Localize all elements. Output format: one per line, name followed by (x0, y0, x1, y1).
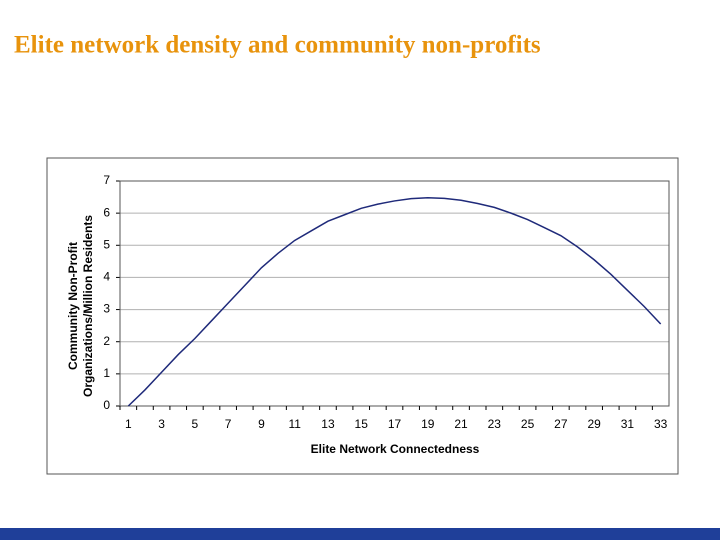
x-tick-label: 25 (521, 417, 535, 431)
chart-frame (46, 157, 679, 475)
x-tick-label: 27 (554, 417, 568, 431)
y-tick-label: 3 (103, 302, 110, 316)
footer-bar (0, 528, 720, 540)
y-tick-label: 6 (103, 205, 110, 219)
x-tick-label: 17 (388, 417, 402, 431)
x-tick-label: 1 (125, 417, 132, 431)
x-tick-label: 15 (355, 417, 369, 431)
x-tick-label: 19 (421, 417, 435, 431)
slide-title: Elite network density and community non-… (14, 32, 541, 59)
x-tick-label: 7 (225, 417, 232, 431)
x-tick-label: 3 (158, 417, 165, 431)
y-tick-label: 4 (103, 270, 110, 284)
x-tick-label: 31 (621, 417, 635, 431)
y-axis-label: Community Non-Profit (66, 242, 80, 370)
y-tick-label: 2 (103, 334, 110, 348)
y-axis-label: Organizations/Million Residents (81, 215, 95, 397)
x-tick-label: 9 (258, 417, 265, 431)
x-tick-label: 5 (192, 417, 199, 431)
y-tick-label: 0 (103, 398, 110, 412)
x-tick-label: 11 (288, 417, 301, 431)
x-tick-label: 23 (488, 417, 502, 431)
y-tick-label: 5 (103, 237, 110, 251)
x-tick-label: 13 (321, 417, 335, 431)
y-tick-label: 1 (103, 366, 110, 380)
data-line (127, 196, 662, 407)
x-tick-label: 33 (654, 417, 668, 431)
x-tick-label: 29 (587, 417, 601, 431)
y-tick-label: 7 (103, 173, 110, 187)
x-tick-label: 21 (454, 417, 468, 431)
plot-area (119, 180, 670, 407)
x-axis-label: Elite Network Connectedness (311, 442, 480, 456)
